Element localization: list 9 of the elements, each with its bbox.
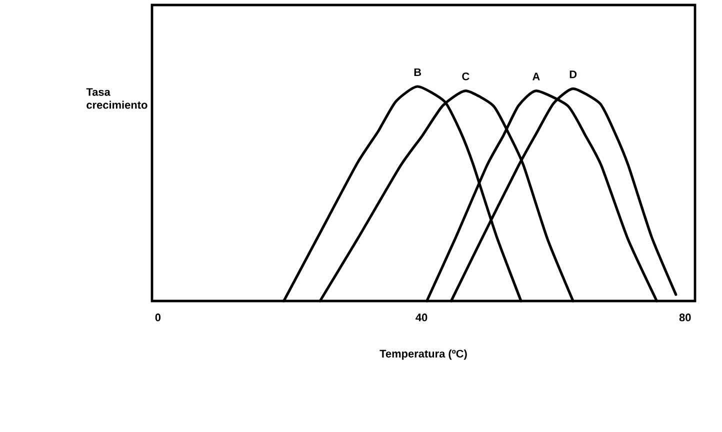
y-axis-title: Tasa crecimiento bbox=[86, 88, 148, 109]
x-tick-label: 0 bbox=[155, 314, 161, 322]
series-label: C bbox=[462, 72, 470, 80]
x-axis-title: Temperatura (ºC) bbox=[380, 350, 467, 360]
series-label: A bbox=[532, 72, 540, 80]
series-label: B bbox=[414, 68, 422, 76]
x-tick-label: 80 bbox=[679, 314, 691, 322]
x-tick-label: 40 bbox=[416, 314, 428, 322]
series-label: D bbox=[570, 70, 577, 78]
